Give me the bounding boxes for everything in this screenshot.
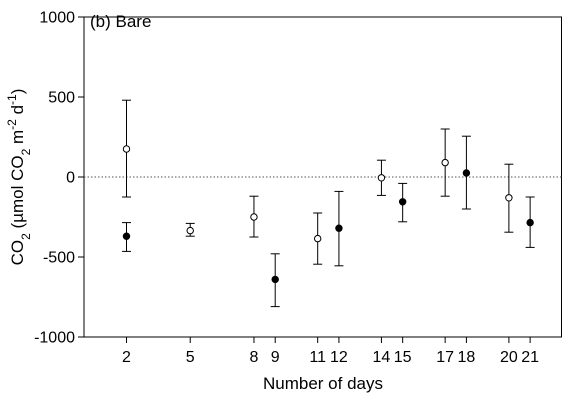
open-data-point [504,163,514,233]
filled-data-point [270,253,280,308]
open-data-point [376,159,386,196]
open-circle-marker [250,213,258,221]
x-tick-label: 11 [309,349,326,366]
y-tick-label: 500 [48,90,75,107]
x-tick-label: 12 [330,349,348,366]
open-circle-marker [441,158,449,167]
y-tick-label: 1000 [39,10,75,27]
x-tick-label: 5 [186,349,195,366]
filled-data-point [525,196,535,248]
open-circle-marker [186,226,194,235]
y-tick-label: -1000 [34,330,75,347]
x-tick-label: 21 [521,349,539,366]
filled-circle-marker [271,275,279,284]
open-circle-marker [505,194,513,202]
x-tick-label: 9 [271,349,280,366]
filled-circle-marker [122,232,131,240]
open-circle-marker [313,234,322,243]
y-tick-label: -500 [43,250,75,267]
open-circle-marker [122,145,131,153]
open-data-point [440,128,450,197]
open-circle-marker [377,174,386,182]
x-tick-label: 2 [122,349,131,366]
filled-circle-marker [462,169,471,177]
filled-data-point [334,190,344,267]
y-axis: -1000 -500 0 500 1000 [34,10,84,347]
filled-data-point [398,182,408,223]
filled-data-point [121,222,131,252]
y-tick-label: 0 [66,170,75,187]
x-axis-title: Number of days [263,374,383,393]
filled-circle-marker [335,224,343,232]
x-tick-label: 8 [250,349,259,366]
open-data-point [121,99,131,198]
x-tick-label: 15 [394,349,412,366]
panel-label: (b) Bare [90,12,151,31]
filled-circle-marker [398,198,407,206]
x-tick-label: 14 [373,349,391,366]
x-tick-label: 18 [458,349,476,366]
x-tick-label: 17 [436,349,454,366]
open-data-point [249,195,259,238]
open-data-point [185,222,195,237]
y-axis-title: CO2 (µmol CO2 m-2 d-1) [5,89,33,266]
x-tick-label: 20 [500,349,518,366]
x-axis: 2 5 8 9 11 12 14 15 17 18 20 21 [122,337,539,366]
filled-circle-marker [526,218,534,227]
filled-data-point [461,135,471,210]
plot-frame [83,16,562,338]
data-marks [121,99,535,308]
open-data-point [313,212,323,265]
